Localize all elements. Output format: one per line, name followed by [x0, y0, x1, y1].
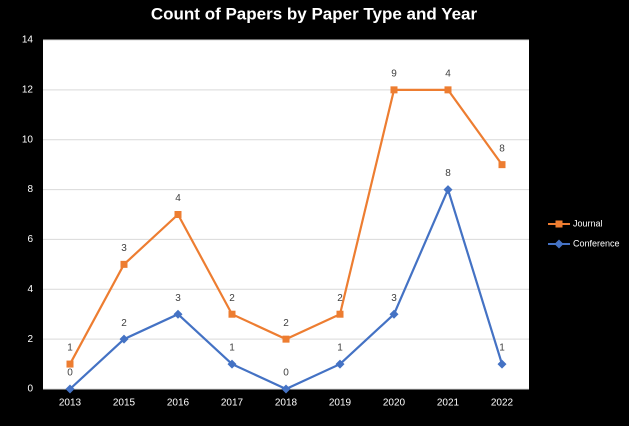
marker	[444, 86, 452, 94]
x-tick-label: 2019	[329, 398, 352, 409]
data-label: 3	[175, 293, 181, 304]
y-tick-label: 8	[27, 184, 33, 195]
marker	[498, 161, 506, 169]
y-tick-label: 12	[22, 84, 34, 95]
data-label: 3	[121, 243, 127, 254]
marker	[336, 310, 344, 318]
marker	[228, 310, 236, 318]
data-label: 4	[175, 193, 181, 204]
x-tick-label: 2015	[113, 398, 136, 409]
data-label: 1	[229, 343, 235, 354]
marker	[443, 185, 453, 195]
marker	[281, 384, 291, 394]
marker	[173, 309, 183, 319]
data-label: 8	[445, 168, 451, 179]
data-label: 0	[283, 368, 289, 379]
legend-label: Conference	[573, 238, 620, 248]
marker	[174, 211, 182, 218]
marker	[66, 360, 74, 368]
marker	[335, 359, 345, 369]
x-tick-label: 2017	[221, 398, 244, 409]
legend-marker	[555, 220, 563, 228]
data-label: 2	[283, 318, 289, 329]
y-tick-label: 14	[22, 35, 34, 46]
plot-area	[43, 40, 529, 389]
marker	[389, 309, 399, 319]
legend-marker	[554, 239, 564, 249]
marker	[282, 335, 290, 343]
data-label: 2	[337, 293, 343, 304]
data-label: 8	[499, 143, 505, 154]
chart-title: Count of Papers by Paper Type and Year	[151, 4, 478, 23]
y-tick-label: 2	[27, 334, 33, 345]
data-label: 4	[445, 68, 451, 79]
x-tick-label: 2016	[167, 398, 190, 409]
x-tick-label: 2021	[437, 398, 460, 409]
marker	[120, 260, 128, 268]
data-label: 1	[337, 343, 343, 354]
data-label: 1	[67, 343, 73, 354]
x-tick-label: 2018	[275, 398, 298, 409]
data-label: 0	[67, 368, 73, 379]
x-tick-label: 2022	[491, 398, 514, 409]
y-tick-label: 10	[22, 134, 34, 145]
x-tick-label: 2013	[59, 398, 82, 409]
data-label: 2	[121, 318, 127, 329]
marker	[497, 359, 507, 369]
data-label: 3	[391, 293, 397, 304]
marker	[227, 359, 237, 369]
data-label: 1	[499, 343, 505, 354]
data-label: 2	[229, 293, 235, 304]
y-tick-label: 4	[27, 284, 33, 295]
marker	[390, 86, 398, 94]
x-tick-label: 2020	[383, 398, 406, 409]
y-tick-label: 6	[27, 234, 33, 245]
data-label: 9	[391, 68, 397, 79]
y-tick-label: 0	[27, 384, 33, 395]
marker	[119, 334, 129, 344]
marker	[65, 384, 75, 394]
legend-label: Journal	[573, 218, 603, 228]
